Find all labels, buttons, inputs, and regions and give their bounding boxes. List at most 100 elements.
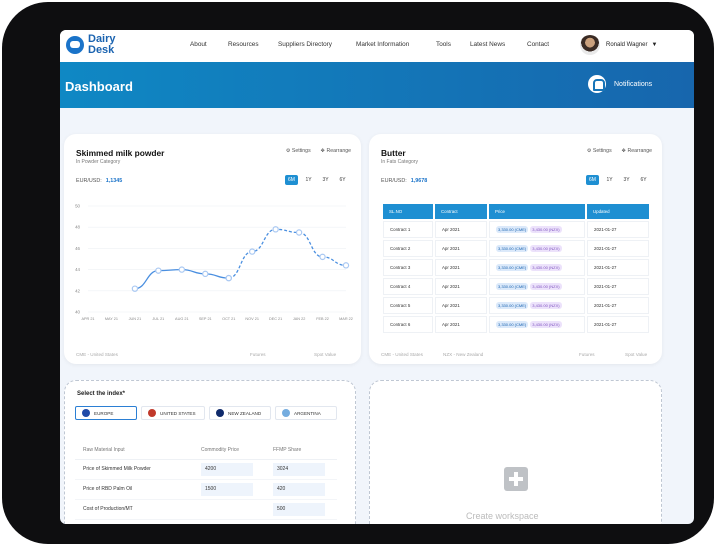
top-nav: Dairy Desk About Resources Suppliers Dir… [60, 30, 694, 62]
price-cme: 3,330.00 (CME) [496, 302, 529, 309]
price-cme: 3,330.00 (CME) [496, 245, 529, 252]
butter-settings-button[interactable]: ⚙ Settings [587, 148, 612, 154]
butter-eur-value: 1,9678 [410, 178, 428, 184]
nav-suppliers-directory[interactable]: Suppliers Directory [278, 41, 332, 48]
data-point [155, 267, 162, 274]
butter-rearrange-button[interactable]: ✥ Rearrange [622, 148, 652, 154]
x-tick-label: MAY 21 [105, 317, 118, 321]
index-new-zealand[interactable]: NEW ZEALAND [209, 406, 271, 420]
raw-header-row: Raw Material Input Commodity Price FFMP … [75, 441, 337, 460]
butter-range-6y[interactable]: 6Y [640, 177, 647, 183]
user-name: Ronald Wagner [606, 42, 648, 48]
notifications-button[interactable]: Notifications [588, 75, 652, 93]
data-point [342, 262, 350, 269]
price-nzx: 3,430.00 (NZX) [530, 321, 562, 328]
gear-icon: ⚙ [285, 148, 291, 154]
contract-updated: 2021-01-27 [587, 259, 649, 276]
nav-contact[interactable]: Contact [527, 41, 550, 48]
x-tick-label: OCT 21 [222, 317, 235, 321]
data-point [295, 229, 303, 236]
nav-tools[interactable]: Tools [436, 41, 451, 48]
x-tick-label: JUL 21 [152, 317, 164, 321]
x-tick-label: DEC 21 [269, 317, 282, 321]
create-workspace-card[interactable]: Create workspace [369, 380, 662, 524]
contract-date: Apr 2021 [435, 316, 487, 333]
commodity-price-input[interactable]: 1500 [201, 482, 253, 496]
price-cme: 3,330.00 (CME) [496, 226, 529, 233]
raw-material-label: Cost of Production/MT [75, 499, 193, 520]
contract-date: Apr 2021 [435, 259, 487, 276]
commodity-price-cell: 1500 [193, 479, 265, 500]
commodity-price-input[interactable]: 4200 [201, 462, 253, 476]
index-europe[interactable]: EUROPE [75, 406, 137, 420]
smp-subtitle: In Powder Category [76, 159, 121, 165]
ffmp-share-input[interactable]: 420 [273, 482, 325, 496]
user-menu[interactable]: Ronald Wagner ▼ [580, 35, 657, 55]
butter-subtitle: In Fats Category [381, 159, 418, 165]
table-row[interactable]: Contract 2 Apr 2021 3,330.00 (CME) 3,430.00… [383, 240, 649, 257]
contract-price: 3,330.00 (CME) 3,430.00 (NZX) [489, 278, 585, 295]
nav-about[interactable]: About [190, 41, 207, 48]
index-argentina[interactable]: ARGENTINA [275, 406, 337, 420]
contracts-header-row: SL.NO Contract Price Updated [383, 204, 649, 219]
table-row[interactable]: Contract 3 Apr 2021 3,330.00 (CME) 3,430.00… [383, 259, 649, 276]
raw-material-table: Raw Material Input Commodity Price FFMP … [75, 441, 337, 520]
butter-range-3y[interactable]: 3Y [623, 177, 630, 183]
butter-range-6m[interactable]: 6M [586, 175, 599, 185]
index-card: Select the index* EUROPE UNITED STATES N… [64, 380, 356, 524]
nav-market-information[interactable]: Market Information [356, 41, 410, 48]
smp-range-1y[interactable]: 1Y [305, 177, 312, 183]
contract-name: Contract 5 [383, 297, 433, 314]
gear-icon: ⚙ [586, 148, 592, 154]
raw-material-label: Price of Skimmed Milk Powder [75, 459, 193, 480]
nav-latest-news[interactable]: Latest News [470, 41, 506, 48]
y-tick-label: 42 [75, 288, 80, 293]
price-nzx: 3,430.00 (NZX) [530, 302, 562, 309]
y-tick-label: 48 [75, 225, 80, 230]
x-tick-label: MAR 22 [339, 317, 353, 321]
table-row[interactable]: Contract 6 Apr 2021 3,330.00 (CME) 3,430.00… [383, 316, 649, 333]
butter-range-1y[interactable]: 1Y [606, 177, 613, 183]
table-row[interactable]: Contract 5 Apr 2021 3,330.00 (CME) 3,430.00… [383, 297, 649, 314]
ffmp-share-input[interactable]: 3024 [273, 462, 325, 476]
cow-logo-icon [66, 36, 84, 54]
x-tick-label: NOV 21 [245, 317, 259, 321]
contract-updated: 2021-01-27 [587, 278, 649, 295]
butter-eur-label: EUR/USD: [381, 178, 407, 184]
series-line [228, 228, 347, 279]
x-tick-label: JUN 21 [129, 317, 142, 321]
smp-eur-rate: EUR/USD: 1,1345 [76, 178, 122, 184]
butter-card: Butter In Fats Category ⚙ Settings ✥ Rea… [369, 134, 662, 364]
x-tick-label: FEB 22 [316, 317, 329, 321]
contract-price: 3,330.00 (CME) 3,430.00 (NZX) [489, 297, 585, 314]
smp-range-6y[interactable]: 6Y [339, 177, 346, 183]
index-us-label: UNITED STATES [160, 410, 196, 416]
price-cme: 3,330.00 (CME) [496, 321, 529, 328]
smp-rearrange-label: Rearrange [326, 148, 351, 154]
smp-legend-futures: Futures [250, 352, 266, 357]
smp-range-6m[interactable]: 6M [285, 175, 298, 185]
smp-rearrange-button[interactable]: ✥ Rearrange [321, 148, 351, 154]
data-point [272, 226, 279, 233]
smp-range-3y[interactable]: 3Y [322, 177, 329, 183]
us-flag-icon [148, 409, 156, 417]
ar-flag-icon [282, 409, 290, 417]
data-point [248, 248, 256, 255]
data-point [202, 270, 209, 278]
table-row[interactable]: Contract 1 Apr 2021 3,330.00 (CME) 3,430.00… [383, 221, 649, 238]
table-row[interactable]: Contract 4 Apr 2021 3,330.00 (CME) 3,430.00… [383, 278, 649, 295]
ffmp-share-input[interactable]: 500 [273, 502, 325, 516]
index-united-states[interactable]: UNITED STATES [141, 406, 205, 420]
smp-range-tabs: 6M 1Y 3Y 6Y [285, 175, 349, 185]
plus-icon[interactable] [504, 467, 528, 491]
nav-resources[interactable]: Resources [228, 41, 259, 48]
index-nz-label: NEW ZEALAND [228, 410, 262, 416]
nz-flag-icon [216, 409, 224, 417]
eu-flag-icon [82, 409, 90, 417]
contract-updated: 2021-01-27 [587, 297, 649, 314]
smp-settings-button[interactable]: ⚙ Settings [286, 148, 311, 154]
price-nzx: 3,430.00 (NZX) [530, 245, 562, 252]
brand-logo[interactable]: Dairy Desk [66, 34, 116, 56]
contract-date: Apr 2021 [435, 221, 487, 238]
